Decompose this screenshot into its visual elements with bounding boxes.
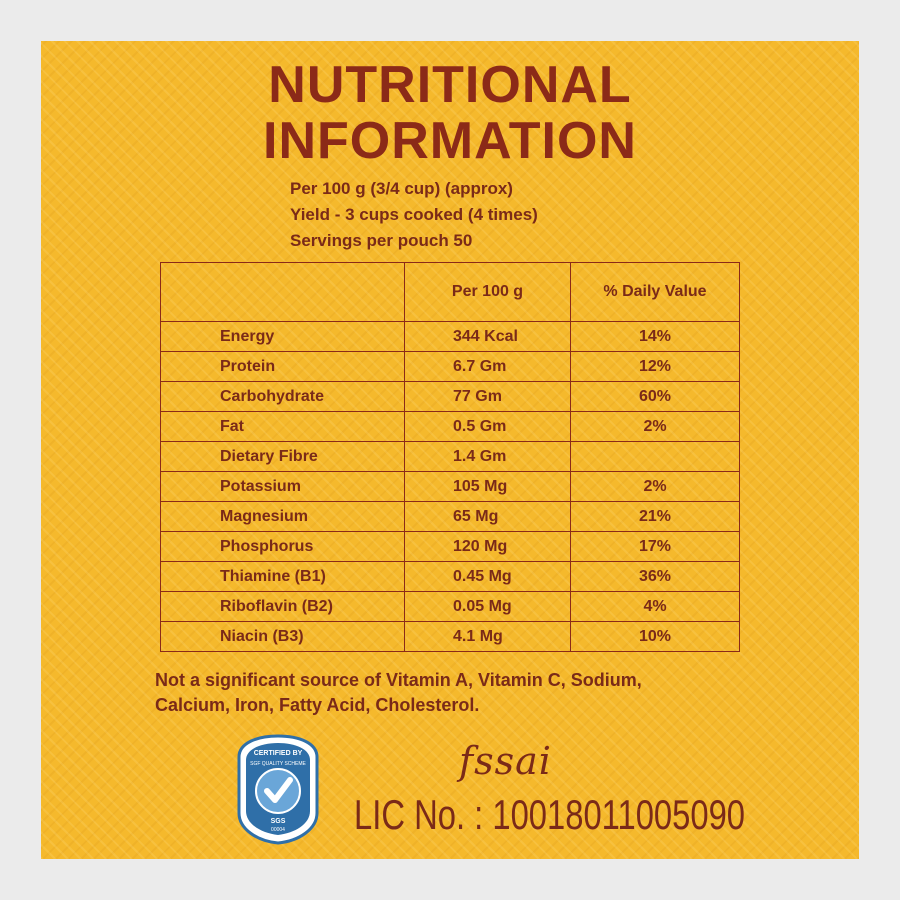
daily-value: 2% <box>570 471 740 502</box>
header-daily-value: % Daily Value <box>570 262 740 322</box>
daily-value: 4% <box>570 591 740 622</box>
daily-value: 12% <box>570 351 740 382</box>
table-row: Niacin (B3) 4.1 Mg 10% <box>160 621 740 652</box>
nutrient-value: 105 Mg <box>404 471 571 502</box>
table-row: Dietary Fibre 1.4 Gm <box>160 441 740 472</box>
nutrient-value: 6.7 Gm <box>404 351 571 382</box>
table-header-row: Per 100 g % Daily Value <box>160 262 740 322</box>
nutrient-name: Dietary Fibre <box>160 441 405 472</box>
fssai-logo: fssai <box>459 739 552 783</box>
daily-value: 36% <box>570 561 740 592</box>
nutrient-name: Protein <box>160 351 405 382</box>
servings-text: Servings per pouch 50 <box>290 231 473 250</box>
serving-info: Per 100 g (3/4 cup) (approx) Yield - 3 c… <box>290 176 538 254</box>
nutrient-value: 1.4 Gm <box>404 441 571 472</box>
nutrient-name: Carbohydrate <box>160 381 405 412</box>
note-line-1: Not a significant source of Vitamin A, V… <box>155 670 642 690</box>
daily-value: 14% <box>570 321 740 352</box>
header-nutrient <box>160 262 405 322</box>
table-row: Protein 6.7 Gm 12% <box>160 351 740 382</box>
table-row: Fat 0.5 Gm 2% <box>160 411 740 442</box>
certification-badge-icon: CERTIFIED BY SGF QUALITY SCHEME SGS 0000… <box>237 734 319 845</box>
table-row: Potassium 105 Mg 2% <box>160 471 740 502</box>
nutrient-name: Thiamine (B1) <box>160 561 405 592</box>
nutrient-name: Fat <box>160 411 405 442</box>
nutrition-panel: NUTRITIONAL INFORMATION Per 100 g (3/4 c… <box>41 41 859 859</box>
nutrient-name: Niacin (B3) <box>160 621 405 652</box>
title-line-2: INFORMATION <box>263 112 637 170</box>
nutrient-name: Potassium <box>160 471 405 502</box>
daily-value: 10% <box>570 621 740 652</box>
nutrient-value: 120 Mg <box>404 531 571 562</box>
nutrient-value: 65 Mg <box>404 501 571 532</box>
nutrition-table: Per 100 g % Daily Value Energy 344 Kcal 14… <box>160 262 740 652</box>
nutrient-value: 0.05 Mg <box>404 591 571 622</box>
note-line-2: Calcium, Iron, Fatty Acid, Cholesterol. <box>155 695 480 715</box>
header-per-100g: Per 100 g <box>404 262 571 322</box>
nutrient-value: 4.1 Mg <box>404 621 571 652</box>
daily-value: 60% <box>570 381 740 412</box>
daily-value: 21% <box>570 501 740 532</box>
table-row: Riboflavin (B2) 0.05 Mg 4% <box>160 591 740 622</box>
table-row: Phosphorus 120 Mg 17% <box>160 531 740 562</box>
daily-value <box>570 441 740 472</box>
nutrient-value: 344 Kcal <box>404 321 571 352</box>
table-row: Energy 344 Kcal 14% <box>160 321 740 352</box>
nutrient-name: Phosphorus <box>160 531 405 562</box>
badge-top-text: CERTIFIED BY <box>254 750 303 757</box>
nutrient-value: 0.45 Mg <box>404 561 571 592</box>
nutrient-name: Riboflavin (B2) <box>160 591 405 622</box>
nutrient-value: 77 Gm <box>404 381 571 412</box>
nutrient-name: Energy <box>160 321 405 352</box>
badge-bottom-text: SGS <box>271 818 286 825</box>
daily-value: 17% <box>570 531 740 562</box>
badge-arc-text: SGF QUALITY SCHEME <box>250 761 306 767</box>
table-row: Carbohydrate 77 Gm 60% <box>160 381 740 412</box>
table-row: Thiamine (B1) 0.45 Mg 36% <box>160 561 740 592</box>
disclaimer-note: Not a significant source of Vitamin A, V… <box>155 668 845 718</box>
badge-code-text: 00004 <box>271 827 285 833</box>
yield-text: Yield - 3 cups cooked (4 times) <box>290 205 538 224</box>
daily-value: 2% <box>570 411 740 442</box>
license-number: LIC No. : 10018011005090 <box>354 791 746 838</box>
nutrient-value: 0.5 Gm <box>404 411 571 442</box>
nutrient-name: Magnesium <box>160 501 405 532</box>
per-serving-text: Per 100 g (3/4 cup) (approx) <box>290 179 513 198</box>
table-row: Magnesium 65 Mg 21% <box>160 501 740 532</box>
title-line-1: NUTRITIONAL <box>268 56 632 114</box>
